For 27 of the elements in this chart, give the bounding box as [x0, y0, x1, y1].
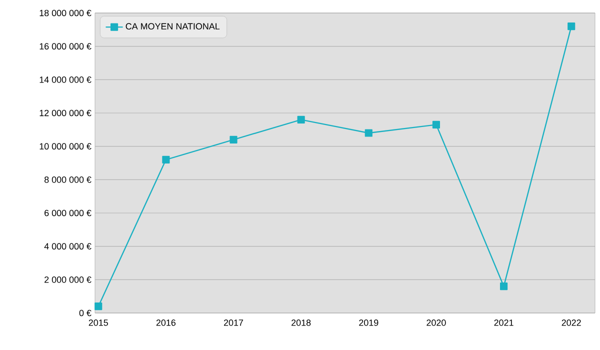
y-tick-label: 6 000 000 € [44, 210, 92, 216]
x-tick-label: 2019 [359, 320, 378, 326]
point [500, 282, 508, 290]
x-tick-label: 2020 [426, 320, 446, 326]
point [568, 22, 576, 30]
legend-label: CA MOYEN NATIONAL [126, 23, 220, 30]
y-tick-label: 16 000 000 € [40, 43, 92, 50]
x-tick-label: 2022 [562, 320, 581, 326]
y-tick-label: 14 000 000 € [40, 76, 92, 83]
x-tick-label: 2017 [224, 320, 244, 326]
x-tick-label: 2015 [88, 320, 108, 326]
point [94, 302, 102, 310]
y-tick-label: 10 000 000 € [40, 143, 92, 150]
y-tick-label: 18 000 000 € [40, 10, 92, 16]
point [432, 120, 440, 128]
y-tick-label: 2 000 000 € [44, 276, 92, 283]
y-tick-label: 12 000 000 € [40, 110, 92, 116]
x-tick-label: 2018 [292, 320, 311, 326]
point [230, 136, 238, 144]
point [297, 116, 305, 124]
y-tick-label: 8 000 000 € [44, 176, 92, 183]
x-tick-label: 2021 [494, 320, 514, 326]
y-tick-label: 4 000 000 € [44, 243, 92, 250]
y-tick-label: 0 € [79, 310, 92, 316]
x-tick-label: 2016 [156, 320, 176, 326]
point [162, 156, 170, 164]
point [364, 129, 372, 137]
